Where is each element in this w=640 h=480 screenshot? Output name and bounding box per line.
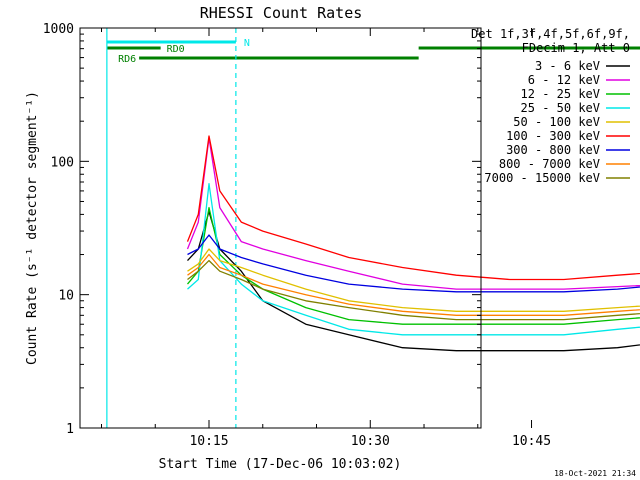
series-line bbox=[186, 137, 640, 290]
x-axis-label: Start Time (17-Dec-06 10:03:02) bbox=[159, 457, 402, 472]
series-line bbox=[187, 210, 640, 352]
y-axis-ticks: 1 10 100 1000 bbox=[43, 22, 481, 437]
series-line bbox=[187, 253, 640, 316]
series-line bbox=[187, 183, 640, 336]
legend-entry-label: 800 - 7000 keV bbox=[499, 157, 600, 171]
x-tick-label: 10:30 bbox=[351, 434, 390, 449]
legend-entry-label: 50 - 100 keV bbox=[513, 115, 600, 129]
y-tick-label: 100 bbox=[51, 155, 74, 170]
legend-entry-label: 3 - 6 keV bbox=[535, 59, 600, 73]
status-bars: N RD0 RD6 bbox=[106, 38, 640, 65]
plot-frame bbox=[79, 27, 482, 429]
status-bar-label: N bbox=[244, 38, 250, 49]
series-line bbox=[187, 234, 640, 293]
legend-entry-label: 12 - 25 keV bbox=[521, 87, 600, 101]
legend-entry-label: 25 - 50 keV bbox=[521, 101, 600, 115]
series-line bbox=[187, 248, 640, 312]
legend-entry-label: 300 - 800 keV bbox=[506, 143, 600, 157]
series-line bbox=[186, 135, 640, 281]
legend-header-detectors: Det 1f,3f,4f,5f,6f,9f, bbox=[471, 27, 630, 41]
x-tick-label: 10:15 bbox=[189, 434, 228, 449]
chart-title: RHESSI Count Rates bbox=[200, 4, 363, 22]
legend-entry-label: 100 - 300 keV bbox=[506, 129, 600, 143]
legend-entry-label: 6 - 12 keV bbox=[528, 73, 600, 87]
series-lines bbox=[186, 135, 640, 352]
y-tick-label: 10 bbox=[58, 289, 74, 304]
status-bar-label: RD0 bbox=[167, 44, 185, 55]
y-tick-label: 1 bbox=[66, 422, 74, 437]
x-tick-label: 10:45 bbox=[512, 434, 551, 449]
y-tick-label: 1000 bbox=[43, 22, 74, 37]
legend-entry-label: 7000 - 15000 keV bbox=[484, 171, 600, 185]
series-line bbox=[187, 206, 640, 325]
generation-timestamp: 18-Oct-2021 21:34 bbox=[554, 469, 636, 478]
series-line bbox=[187, 259, 640, 321]
status-bar-label: RD6 bbox=[118, 54, 136, 65]
legend: Det 1f,3f,4f,5f,6f,9f, FDecim 1, Att 0 3… bbox=[471, 27, 630, 185]
y-axis-label: Count Rate (s⁻¹ detector segment⁻¹) bbox=[25, 91, 40, 365]
interval-lines bbox=[106, 28, 237, 428]
legend-header-decimation: FDecim 1, Att 0 bbox=[522, 41, 630, 55]
